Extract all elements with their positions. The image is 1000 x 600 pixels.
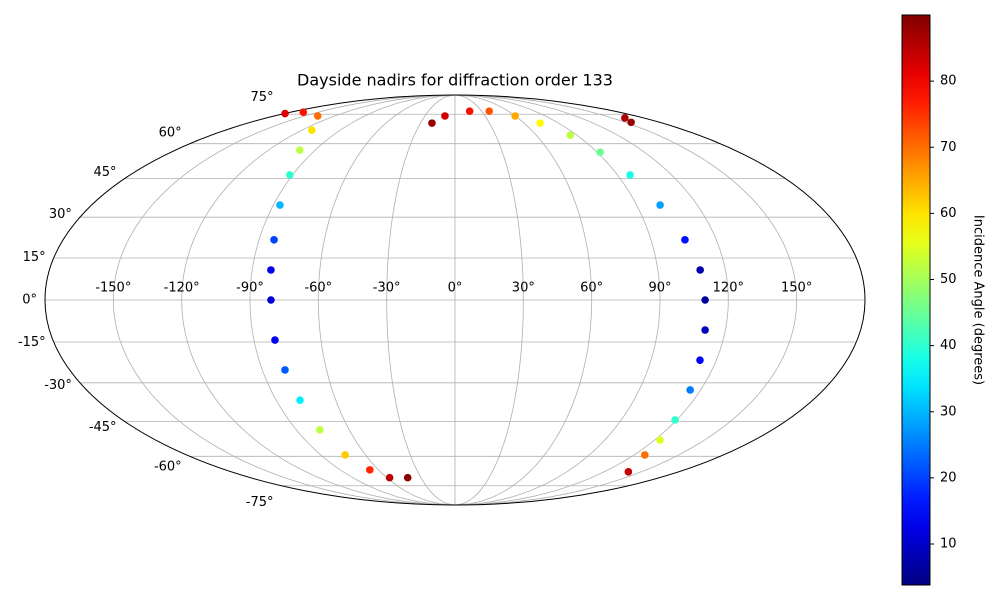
x-tick-label: 0° — [448, 281, 463, 296]
data-point — [656, 201, 664, 209]
data-point — [626, 171, 634, 179]
x-tick-label: -150° — [95, 281, 131, 296]
data-point — [366, 466, 374, 474]
data-point — [624, 468, 633, 476]
x-tick-label: 120° — [713, 281, 744, 296]
y-tick-label: 0° — [22, 293, 37, 308]
x-tick-label: 90° — [648, 281, 671, 296]
data-point — [627, 118, 635, 127]
chart-title: Dayside nadirs for diffraction order 133 — [297, 71, 613, 90]
colorbar-label: Incidence Angle (degrees) — [971, 215, 986, 385]
colorbar-tick-label: 30 — [940, 404, 957, 419]
data-point — [701, 296, 709, 304]
x-tick-label: -120° — [164, 281, 200, 296]
data-point — [465, 107, 474, 116]
map-boundary — [44, 94, 866, 506]
y-tick-label: -15° — [18, 335, 46, 350]
x-tick-label: 60° — [580, 281, 603, 296]
data-point — [308, 126, 316, 134]
y-tick-label: 30° — [49, 207, 72, 222]
y-tick-label: 60° — [159, 126, 182, 141]
x-tick-label: -60° — [304, 281, 332, 296]
data-point — [286, 171, 294, 179]
data-point — [316, 426, 324, 434]
y-tick-label: -75° — [246, 495, 274, 510]
data-point — [428, 119, 436, 127]
data-point — [296, 396, 304, 404]
data-point — [566, 131, 575, 140]
x-tick-label: -30° — [373, 281, 401, 296]
x-tick-label: -90° — [236, 281, 264, 296]
colorbar-tick-label: 70 — [940, 140, 957, 155]
data-point — [403, 473, 412, 482]
x-tick-label: 150° — [781, 281, 812, 296]
colorbar — [901, 14, 931, 586]
data-point — [686, 386, 694, 394]
data-point — [671, 416, 679, 424]
data-point — [385, 473, 394, 482]
y-tick-label: 75° — [250, 90, 273, 105]
colorbar-tick-label: 40 — [940, 338, 957, 353]
data-point — [656, 436, 664, 444]
data-point — [511, 112, 519, 120]
data-point — [270, 236, 278, 244]
data-point — [281, 366, 289, 374]
colorbar-tick-label: 60 — [940, 206, 957, 221]
data-point — [313, 112, 322, 120]
data-point — [267, 266, 275, 274]
colorbar-tick-label: 20 — [940, 470, 957, 485]
data-point — [640, 451, 649, 459]
colorbar-tick-label: 50 — [940, 272, 957, 287]
data-point — [276, 201, 284, 209]
y-tick-label: 15° — [23, 250, 46, 265]
data-point — [271, 336, 279, 344]
data-point — [441, 112, 449, 120]
y-tick-label: -30° — [44, 378, 72, 393]
data-point — [696, 356, 704, 364]
data-point — [596, 148, 604, 156]
colorbar-tick-label: 10 — [940, 537, 957, 552]
data-point — [701, 326, 709, 334]
data-point — [267, 296, 275, 304]
x-tick-label: 30° — [512, 281, 535, 296]
y-tick-label: 45° — [94, 165, 117, 180]
data-point — [341, 451, 349, 459]
data-point — [281, 109, 289, 118]
data-point — [485, 107, 493, 116]
y-tick-label: -60° — [154, 459, 182, 474]
data-point — [299, 108, 308, 117]
data-point — [696, 266, 704, 274]
data-point — [681, 236, 689, 244]
data-point — [536, 119, 544, 127]
data-point — [621, 114, 629, 122]
y-tick-label: -45° — [89, 420, 117, 435]
data-point — [295, 146, 304, 154]
colorbar-tick-label: 80 — [940, 74, 957, 89]
